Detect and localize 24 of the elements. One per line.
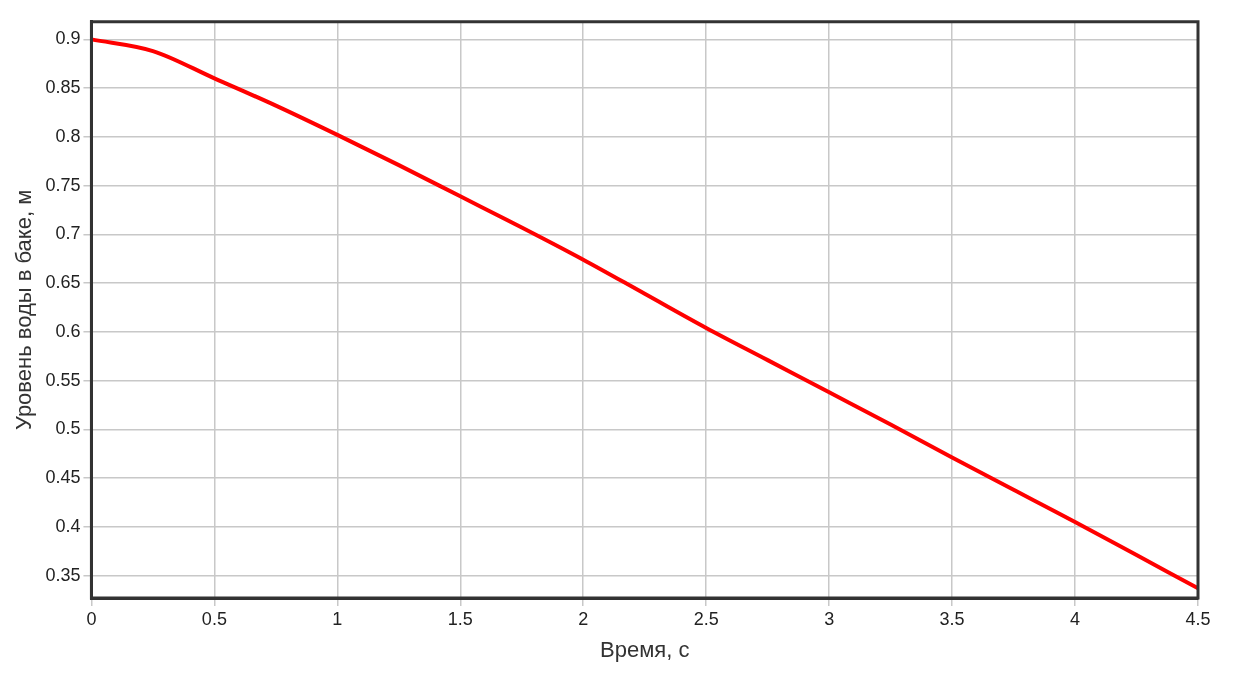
y-tick-label: 0.35 (45, 564, 81, 585)
x-tick-label: 0 (86, 608, 97, 629)
x-tick-label: 4.5 (1185, 608, 1211, 629)
y-tick-label: 0.7 (55, 223, 81, 244)
x-tick-label: 2 (578, 608, 589, 629)
y-tick-label: 0.55 (45, 369, 81, 390)
y-tick-label: 0.75 (45, 174, 81, 195)
y-tick-label: 0.45 (45, 467, 81, 488)
x-tick-label: 2.5 (693, 608, 719, 629)
y-tick-label: 0.5 (55, 418, 81, 439)
x-tick-label: 3 (824, 608, 835, 629)
y-tick-label: 0.8 (55, 125, 81, 146)
y-tick-label: 0.6 (55, 320, 81, 341)
x-tick-label: 4 (1070, 608, 1081, 629)
y-tick-label: 0.9 (55, 28, 81, 49)
y-tick-label: 0.65 (45, 272, 81, 293)
y-axis-title: Уровень воды в баке, м (11, 189, 37, 431)
x-tick-label: 3.5 (939, 608, 965, 629)
y-tick-label: 0.4 (55, 515, 81, 536)
x-axis-title: Время, с (600, 636, 690, 662)
x-tick-label: 0.5 (201, 608, 227, 629)
y-tick-label: 0.85 (45, 77, 81, 98)
x-tick-label: 1.5 (447, 608, 473, 629)
x-tick-label: 1 (332, 608, 343, 629)
